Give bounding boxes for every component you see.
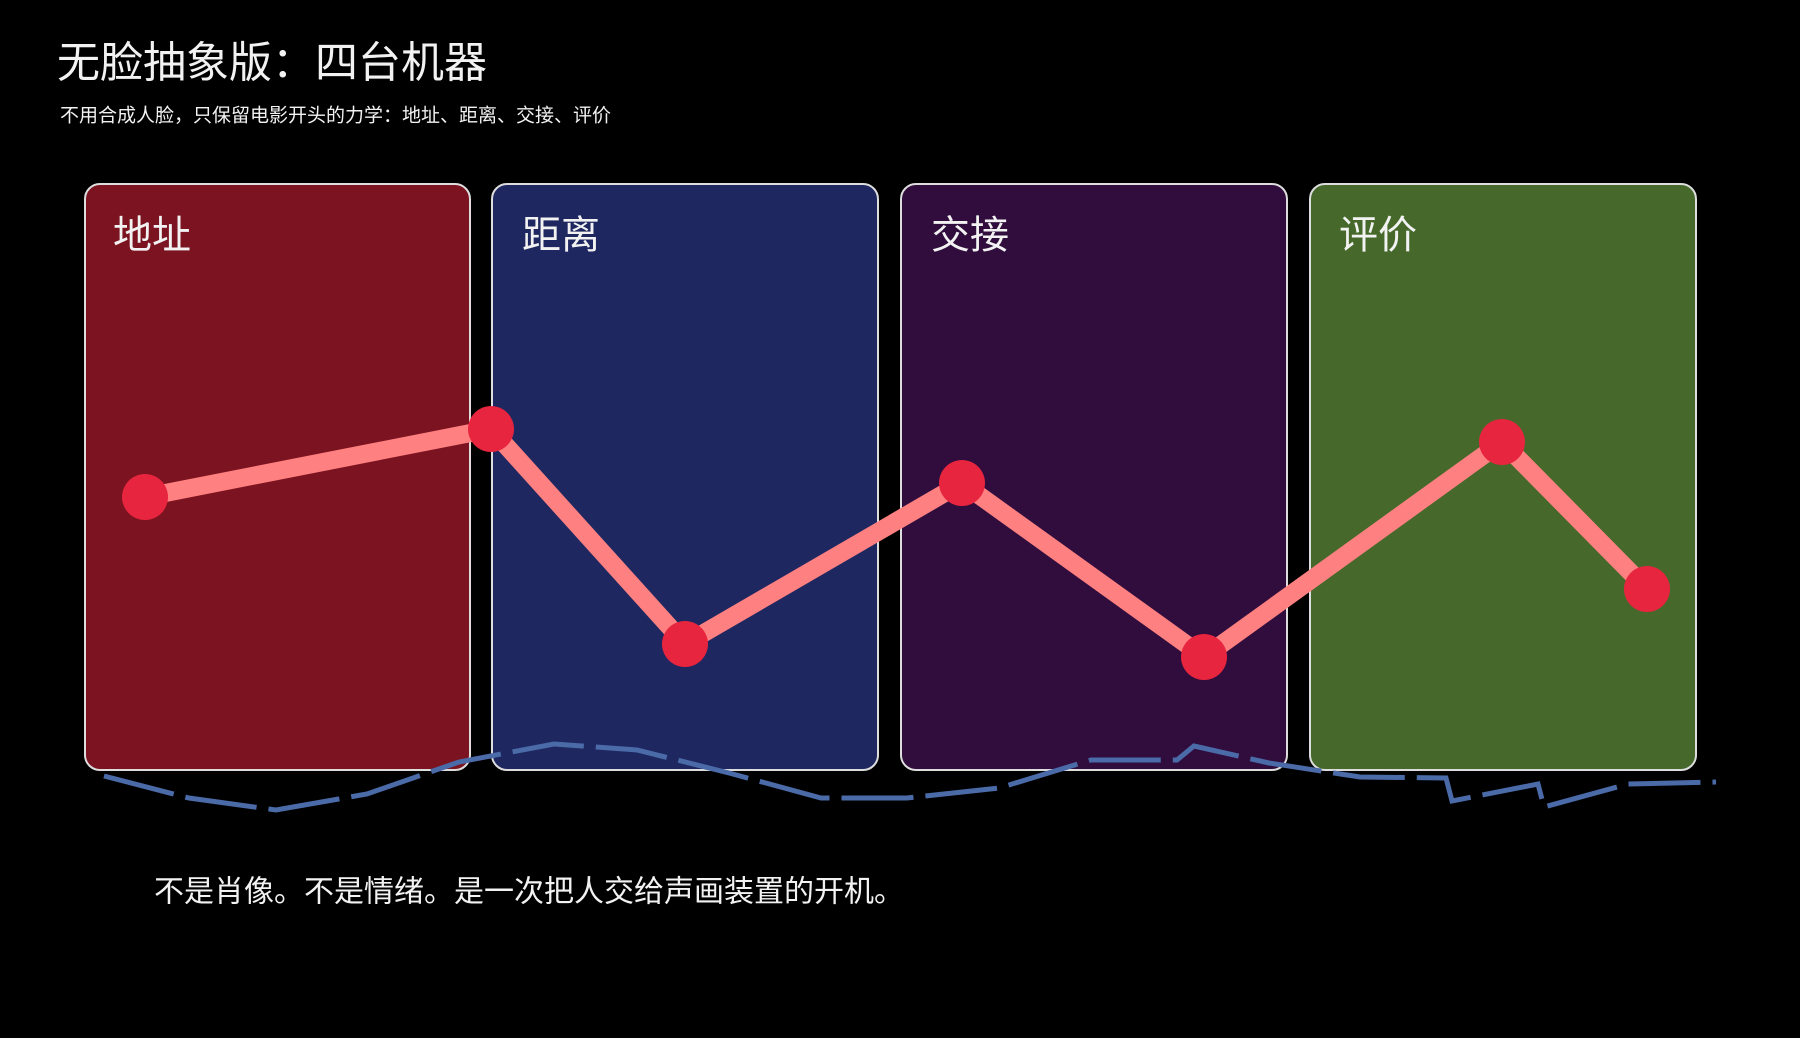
point <box>1624 566 1670 612</box>
wave-line <box>103 741 1717 813</box>
panel <box>900 183 1288 771</box>
panel-label: 评价 <box>1339 214 1417 259</box>
panel-label: 距离 <box>522 214 600 259</box>
caption: 不是肖像。不是情绪。是一次把人交给声画装置的开机。 <box>154 875 904 910</box>
path-points <box>122 406 1670 680</box>
panels: 地址 距离 交接 评价 <box>84 183 1697 771</box>
point <box>122 474 168 520</box>
point <box>468 406 514 452</box>
panel <box>491 183 879 771</box>
point <box>662 621 708 667</box>
point <box>1181 634 1227 680</box>
panel <box>1309 183 1697 771</box>
point <box>1479 419 1525 465</box>
panel-label: 交接 <box>931 214 1009 259</box>
panel-label: 地址 <box>113 214 191 259</box>
title: 无脸抽象版：四台机器 <box>57 39 487 89</box>
subtitle: 不用合成人脸，只保留电影开头的力学：地址、距离、交接、评价 <box>60 105 611 127</box>
point <box>939 460 985 506</box>
